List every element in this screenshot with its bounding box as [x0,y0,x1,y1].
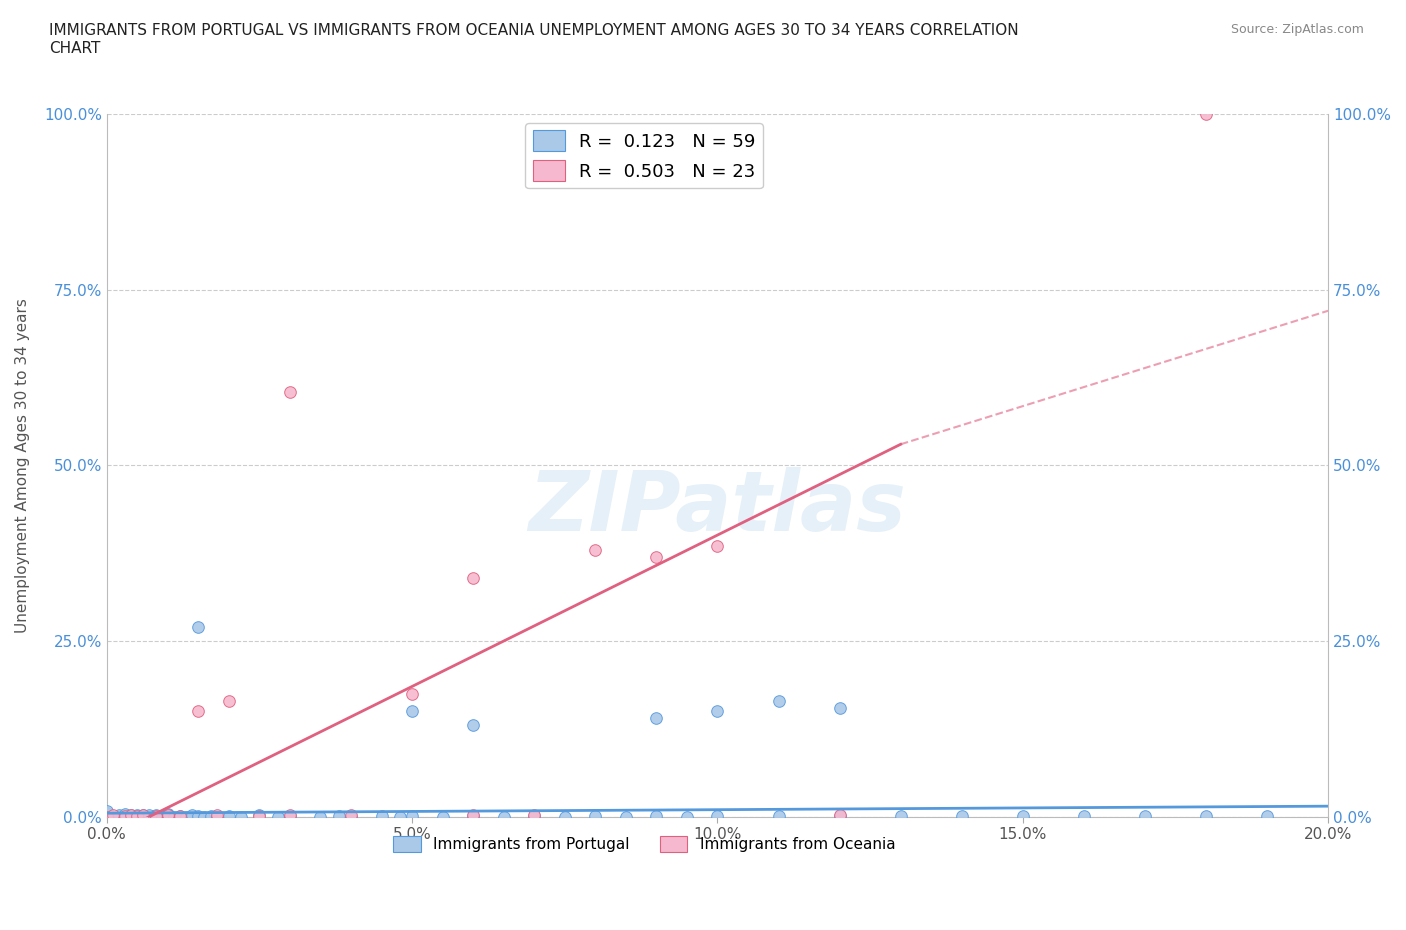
Point [169,808,191,823]
Point [432,809,454,824]
Point [340,808,363,823]
Point [96,804,118,818]
Point [388,809,411,824]
Point [828,808,851,823]
Point [132,808,155,823]
Point [890,808,912,823]
Point [145,808,167,823]
Point [768,694,790,709]
Point [1073,808,1095,823]
Point [1195,107,1218,122]
Point [278,808,301,823]
Point [267,809,290,824]
Y-axis label: Unemployment Among Ages 30 to 34 years: Unemployment Among Ages 30 to 34 years [15,298,30,632]
Point [193,809,215,824]
Point [401,686,423,701]
Point [229,809,252,824]
Point [583,542,606,557]
Point [463,808,485,823]
Point [145,807,167,822]
Point [156,808,179,823]
Point [127,809,149,824]
Point [174,809,197,824]
Point [218,694,240,709]
Point [463,718,485,733]
Point [1133,808,1156,823]
Point [132,808,155,823]
Point [328,808,350,823]
Point [138,808,160,823]
Point [614,809,637,824]
Point [309,809,332,824]
Text: Source: ZipAtlas.com: Source: ZipAtlas.com [1230,23,1364,36]
Point [278,807,301,822]
Point [768,808,790,823]
Point [249,808,271,823]
Point [187,619,209,634]
Point [340,809,363,824]
Point [127,808,149,823]
Point [120,808,142,823]
Point [706,808,728,823]
Point [828,700,851,715]
Point [138,809,160,824]
Point [169,808,191,823]
Point [187,704,209,719]
Point [114,808,136,823]
Point [120,808,142,823]
Point [145,808,167,823]
Point [156,806,179,821]
Point [706,704,728,719]
Text: IMMIGRANTS FROM PORTUGAL VS IMMIGRANTS FROM OCEANIA UNEMPLOYMENT AMONG AGES 30 T: IMMIGRANTS FROM PORTUGAL VS IMMIGRANTS F… [49,23,1019,56]
Point [132,808,155,823]
Point [150,809,173,824]
Point [96,809,118,824]
Point [96,805,118,820]
Point [114,806,136,821]
Point [101,808,124,823]
Point [401,808,423,823]
Point [523,808,546,823]
Point [120,807,142,822]
Point [205,808,228,823]
Point [156,808,179,823]
Point [492,809,515,824]
Point [278,384,301,399]
Point [163,809,186,824]
Point [156,808,179,823]
Point [114,809,136,824]
Point [401,704,423,719]
Point [554,809,576,824]
Point [463,807,485,822]
Point [1195,808,1218,823]
Point [583,808,606,823]
Point [218,808,240,823]
Point [676,809,699,824]
Point [205,809,228,824]
Point [108,809,131,824]
Text: ZIPatlas: ZIPatlas [529,467,907,548]
Point [187,808,209,823]
Point [950,808,973,823]
Legend: Immigrants from Portugal, Immigrants from Oceania: Immigrants from Portugal, Immigrants fro… [387,830,901,858]
Point [1256,808,1278,823]
Point [370,808,392,823]
Point [645,711,668,725]
Point [200,808,222,823]
Point [828,808,851,823]
Point [645,550,668,565]
Point [181,808,204,823]
Point [96,809,118,824]
Point [706,538,728,553]
Point [463,570,485,585]
Point [249,808,271,823]
Point [523,808,546,823]
Point [1011,808,1033,823]
Point [127,807,149,822]
Point [108,807,131,822]
Point [645,808,668,823]
